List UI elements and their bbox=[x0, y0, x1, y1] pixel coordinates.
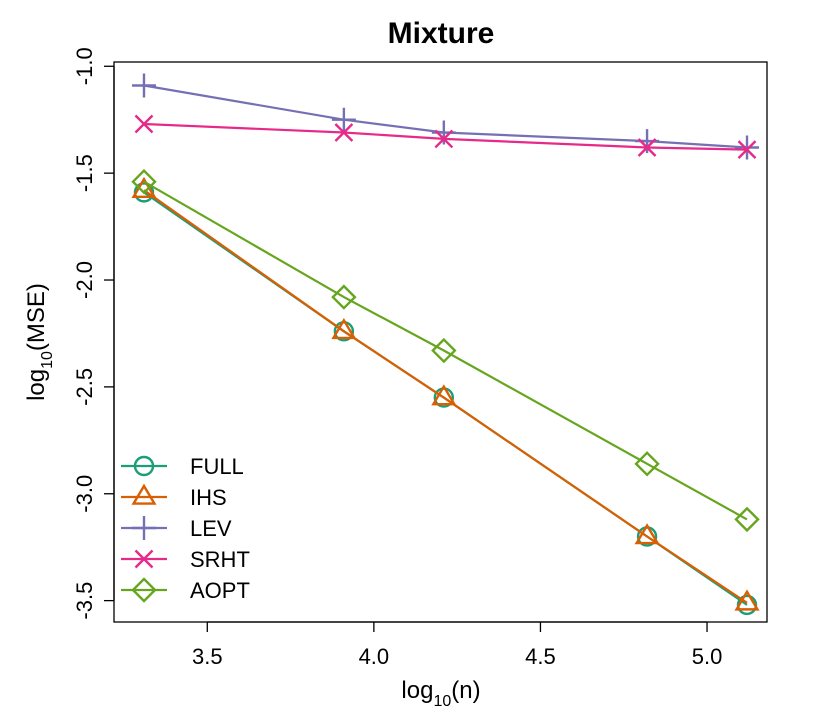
legend-label-aopt: AOPT bbox=[190, 578, 250, 603]
legend-label-lev: LEV bbox=[190, 516, 232, 541]
point-ihs bbox=[331, 317, 357, 340]
point-srht bbox=[134, 114, 154, 134]
y-tick-label: -1.0 bbox=[72, 47, 97, 85]
legend-item-full: FULL bbox=[121, 454, 244, 479]
legend-marker-aopt bbox=[131, 577, 157, 603]
point-srht bbox=[334, 123, 354, 142]
legend-label-full: FULL bbox=[190, 454, 244, 479]
y-tick-label: -2.5 bbox=[72, 368, 97, 406]
legend-marker-srht bbox=[134, 549, 154, 569]
legend: FULL IHS LEV SRHT AOPT bbox=[121, 454, 250, 603]
series-layer bbox=[131, 73, 760, 616]
y-tick-label: -2.0 bbox=[72, 261, 97, 299]
legend-item-srht: SRHT bbox=[121, 547, 250, 572]
legend-marker-lev bbox=[132, 516, 156, 540]
point-srht bbox=[737, 140, 757, 159]
x-tick-label: 3.5 bbox=[192, 644, 223, 669]
legend-item-lev: LEV bbox=[121, 516, 232, 541]
x-tick-label: 4.5 bbox=[525, 644, 556, 669]
series-aopt bbox=[131, 168, 760, 533]
x-axis-label: log10(n) bbox=[401, 677, 480, 710]
legend-marker-full bbox=[133, 455, 155, 477]
x-tick-label: 4.0 bbox=[359, 644, 390, 669]
series-lev bbox=[131, 73, 760, 160]
point-aopt bbox=[634, 451, 660, 477]
x-axis: 3.5 4.0 4.5 5.0 bbox=[192, 621, 723, 669]
legend-item-aopt: AOPT bbox=[121, 577, 250, 603]
chart-title: Mixture bbox=[388, 17, 495, 50]
point-aopt bbox=[331, 284, 357, 310]
y-tick-label: -3.0 bbox=[72, 475, 97, 513]
legend-label-ihs: IHS bbox=[190, 485, 227, 510]
legend-marker-ihs bbox=[131, 483, 157, 505]
point-aopt bbox=[131, 168, 157, 195]
point-lev bbox=[431, 120, 456, 145]
x-tick-label: 5.0 bbox=[692, 644, 723, 669]
series-line-aopt bbox=[143, 180, 748, 521]
y-axis-label: log10(MSE) bbox=[23, 283, 56, 401]
series-srht bbox=[134, 114, 757, 159]
point-aopt bbox=[734, 506, 760, 533]
y-tick-label: -3.5 bbox=[72, 582, 97, 620]
point-ihs bbox=[634, 523, 660, 545]
legend-label-srht: SRHT bbox=[190, 547, 250, 572]
y-axis: -3.5 -3.0 -2.5 -2.0 -1.5 -1.0 bbox=[72, 47, 115, 620]
y-tick-label: -1.5 bbox=[72, 154, 97, 192]
point-srht bbox=[637, 138, 657, 157]
point-ihs bbox=[431, 384, 457, 406]
point-lev bbox=[735, 135, 760, 160]
series-line-ihs bbox=[143, 189, 748, 604]
point-lev bbox=[331, 107, 356, 132]
point-srht bbox=[434, 129, 454, 149]
point-lev bbox=[635, 129, 660, 154]
legend-item-ihs: IHS bbox=[121, 483, 227, 510]
point-lev bbox=[131, 73, 156, 98]
point-aopt bbox=[431, 337, 457, 364]
point-ihs bbox=[734, 589, 760, 611]
series-ihs bbox=[131, 176, 760, 611]
